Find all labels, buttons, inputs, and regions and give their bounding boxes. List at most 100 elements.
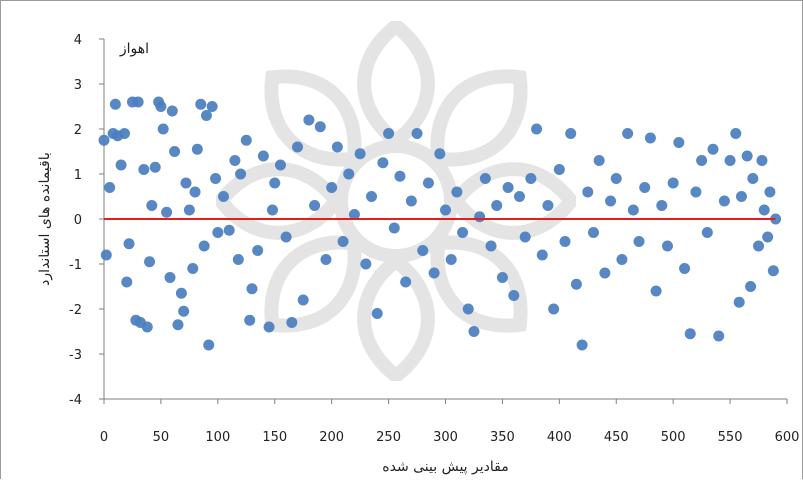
data-point [274, 159, 286, 171]
data-point [235, 168, 247, 180]
data-point [115, 159, 127, 171]
data-point [559, 236, 571, 247]
data-point [229, 155, 241, 166]
x-tick-label: 100 [205, 430, 230, 445]
data-point [314, 121, 326, 133]
data-point [178, 305, 190, 317]
data-point [679, 263, 691, 274]
data-point [457, 227, 469, 238]
data-point [240, 134, 252, 146]
data-point [198, 240, 210, 252]
x-tick-label: 450 [604, 430, 629, 445]
data-point [343, 168, 355, 180]
x-tick-label: 150 [262, 430, 287, 445]
data-point [246, 283, 258, 295]
y-tick-label: 2 [74, 123, 82, 138]
data-point [331, 141, 343, 153]
x-tick-label: 500 [661, 430, 686, 445]
data-point [303, 114, 315, 126]
data-point [633, 236, 645, 247]
x-tick-label: 250 [376, 430, 401, 445]
data-point [582, 186, 594, 198]
data-point [383, 128, 395, 139]
data-point [166, 105, 178, 117]
data-point [292, 141, 304, 153]
data-point [696, 155, 708, 166]
data-point [417, 245, 429, 256]
data-point [531, 123, 543, 135]
data-point [496, 272, 508, 283]
y-tick-label: 1 [74, 168, 82, 183]
x-tick-label: 350 [490, 430, 515, 445]
data-point [701, 227, 713, 238]
data-point [98, 134, 110, 146]
data-point [405, 195, 417, 207]
data-point [360, 258, 372, 270]
data-point [388, 222, 400, 234]
data-point [548, 303, 560, 315]
data-point [263, 321, 275, 333]
x-tick-label: 50 [153, 430, 170, 445]
data-point [257, 150, 269, 162]
x-tick-label: 300 [433, 430, 458, 445]
data-point [599, 267, 611, 279]
data-point [542, 200, 554, 211]
data-point [218, 191, 230, 202]
data-point [169, 146, 181, 157]
data-point [753, 240, 765, 252]
data-point [371, 308, 383, 319]
data-point [570, 278, 582, 290]
data-point [212, 227, 224, 238]
data-point [157, 123, 169, 135]
data-point [377, 157, 389, 169]
data-point [203, 339, 215, 351]
y-tick-label: 3 [74, 78, 82, 93]
data-point [502, 182, 514, 193]
y-tick-label: -3 [69, 348, 82, 363]
data-point [297, 294, 309, 306]
data-point [149, 161, 161, 173]
data-point [118, 128, 130, 139]
data-point [144, 256, 156, 268]
data-point [644, 132, 656, 144]
data-point [141, 321, 153, 333]
data-point [354, 148, 366, 160]
data-point [468, 326, 480, 337]
data-point [747, 173, 759, 184]
data-point [508, 290, 520, 301]
data-point [479, 173, 491, 184]
data-point [187, 263, 199, 274]
data-point [244, 314, 256, 326]
data-point [434, 148, 446, 160]
data-point [656, 200, 668, 211]
data-point [536, 249, 548, 261]
y-tick-label: 0 [74, 213, 82, 228]
data-point [200, 110, 212, 121]
data-point [762, 231, 774, 243]
data-point [445, 254, 457, 265]
data-point [745, 281, 757, 292]
data-point [741, 150, 753, 162]
data-point [593, 155, 605, 166]
data-point [525, 173, 537, 184]
data-point [232, 254, 244, 265]
data-point [758, 204, 770, 216]
data-point [513, 191, 525, 202]
data-point [175, 287, 187, 299]
data-point [195, 98, 207, 110]
data-point [223, 224, 235, 236]
x-tick-label: 400 [547, 430, 572, 445]
x-axis-title: مقادیر پیش بینی شده [382, 459, 508, 475]
data-point [622, 128, 634, 139]
data-point [718, 195, 730, 207]
data-point [266, 204, 278, 216]
data-point [735, 191, 747, 202]
data-point [474, 211, 486, 223]
data-point [605, 195, 617, 207]
data-point [690, 186, 702, 198]
data-point [180, 177, 192, 189]
data-point [252, 245, 264, 256]
data-point [767, 265, 779, 277]
